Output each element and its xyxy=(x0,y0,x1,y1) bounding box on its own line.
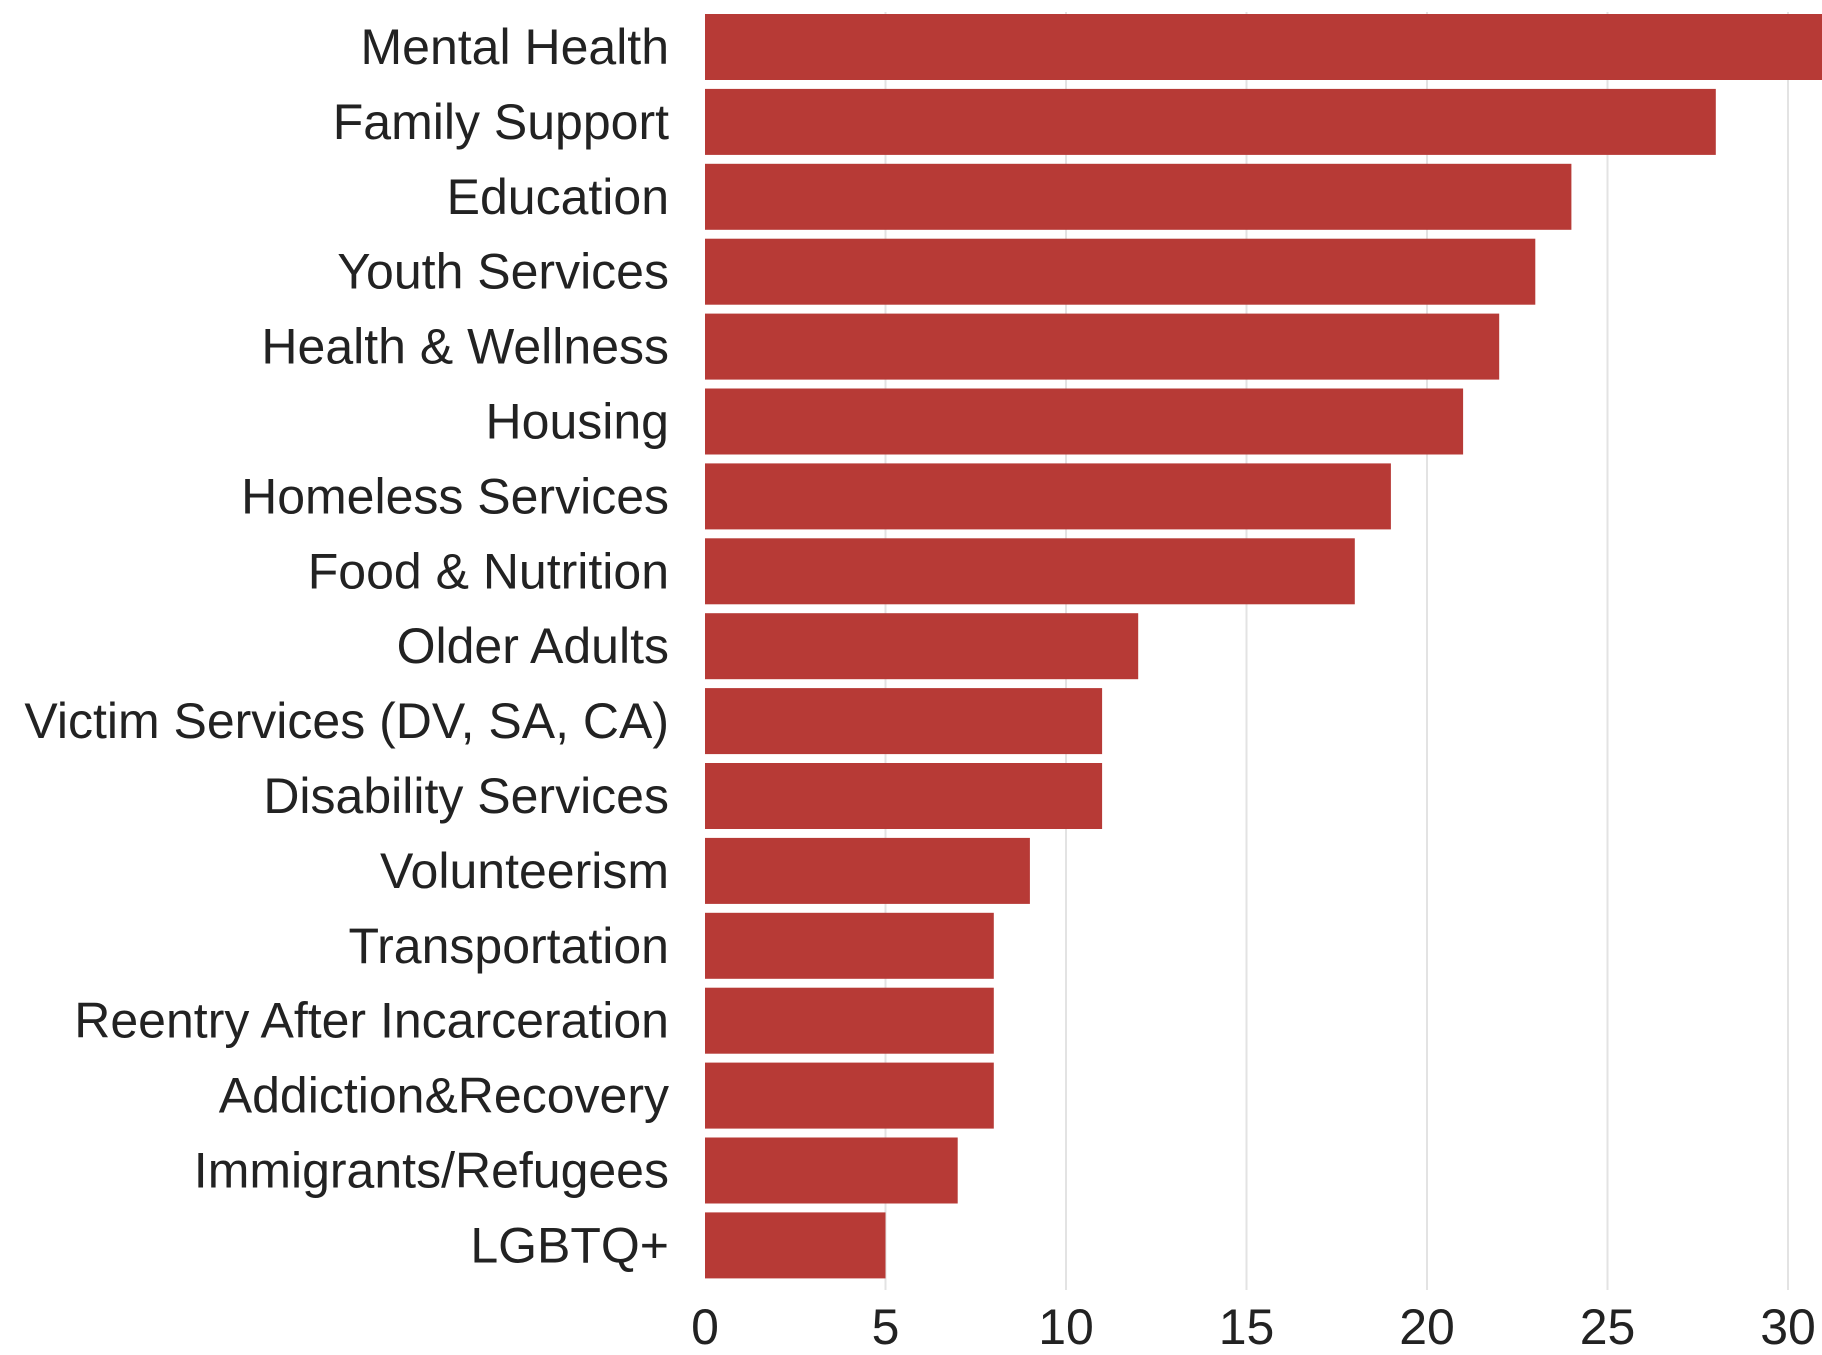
category-label: Food & Nutrition xyxy=(308,543,669,599)
x-axis-ticks: 0 5 10 15 20 25 30 xyxy=(691,1299,1816,1355)
category-label: Reentry After Incarceration xyxy=(74,993,669,1049)
category-label: LGBTQ+ xyxy=(470,1217,669,1273)
category-label: Transportation xyxy=(348,918,669,974)
category-label: Mental Health xyxy=(361,19,670,75)
bar xyxy=(705,388,1464,455)
category-label: Volunteerism xyxy=(380,843,669,899)
category-label: Homeless Services xyxy=(241,468,669,524)
category-label: Disability Services xyxy=(263,768,669,824)
x-tick-label: 25 xyxy=(1580,1299,1636,1355)
x-tick-label: 15 xyxy=(1219,1299,1275,1355)
category-label: Victim Services (DV, SA, CA) xyxy=(24,693,669,749)
category-labels: Mental Health Family Support Education Yout… xyxy=(24,19,669,1273)
bar xyxy=(705,837,1030,904)
category-label: Immigrants/Refugees xyxy=(194,1143,669,1199)
category-label: Education xyxy=(447,169,669,225)
bar xyxy=(705,1212,886,1279)
category-label: Health & Wellness xyxy=(261,319,669,375)
bars-layer xyxy=(705,14,1822,1279)
bar xyxy=(705,463,1391,530)
bar xyxy=(705,1137,958,1204)
bar xyxy=(705,538,1355,605)
bar xyxy=(705,688,1103,755)
category-label: Addiction&Recovery xyxy=(219,1068,669,1124)
category-label: Older Adults xyxy=(397,618,669,674)
bar xyxy=(705,763,1103,829)
bar xyxy=(705,14,1822,80)
category-label: Housing xyxy=(486,394,669,450)
bar xyxy=(705,313,1500,380)
bar xyxy=(705,912,994,979)
bar xyxy=(705,238,1536,305)
x-tick-label: 30 xyxy=(1760,1299,1816,1355)
bar xyxy=(705,88,1716,155)
category-label: Family Support xyxy=(333,94,669,150)
x-tick-label: 5 xyxy=(872,1299,900,1355)
bar xyxy=(705,163,1572,230)
bar xyxy=(705,1062,994,1129)
x-tick-label: 10 xyxy=(1038,1299,1094,1355)
bar xyxy=(705,613,1139,680)
x-tick-label: 0 xyxy=(691,1299,719,1355)
x-tick-label: 20 xyxy=(1399,1299,1455,1355)
category-label: Youth Services xyxy=(337,244,669,300)
bar xyxy=(705,987,994,1054)
